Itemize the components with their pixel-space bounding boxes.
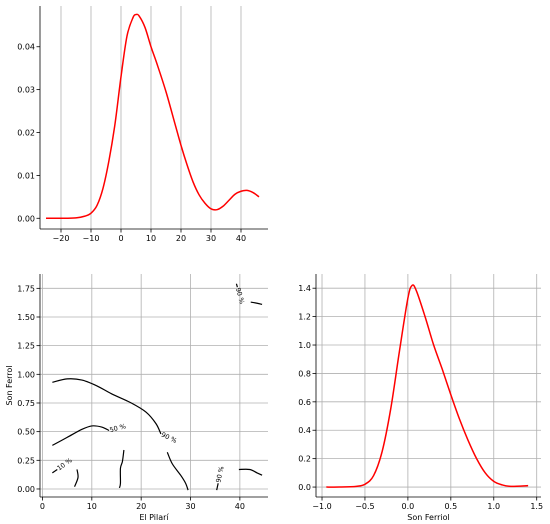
x-tick-label: −10 xyxy=(83,234,100,243)
contour-line xyxy=(52,425,110,446)
density-line xyxy=(45,13,260,220)
x-tick-label: 10 xyxy=(146,234,156,243)
x-tick-label: 40 xyxy=(235,502,245,511)
x-tick-label: 40 xyxy=(236,234,246,243)
y-tick-label: 0.00 xyxy=(17,485,35,494)
contour-label: 50 % xyxy=(109,422,127,434)
x-tick-label: 1.5 xyxy=(530,502,543,511)
panel-top-left: −20 −10 0 10 20 30 40 0.00 0.01 0.02 0.03 0.04 xyxy=(17,6,268,243)
x-tick-label: 0 xyxy=(118,234,123,243)
y-tick-label: 0.00 xyxy=(17,214,35,223)
y-tick-label: 0.02 xyxy=(17,129,35,138)
x-tick-label: 0.5 xyxy=(444,502,457,511)
contour-line xyxy=(73,469,79,487)
y-tick-label: 0.0 xyxy=(298,483,311,492)
y-tick-label: 0.25 xyxy=(17,456,35,465)
density-line xyxy=(326,284,529,488)
y-tick-label: 0.01 xyxy=(17,171,35,180)
y-tick-label: 1.2 xyxy=(298,313,311,322)
contour-line xyxy=(238,468,263,476)
x-tick-label: −0.5 xyxy=(355,502,374,511)
contour-line xyxy=(51,468,58,474)
y-tick-label: 0.4 xyxy=(298,426,311,435)
y-tick-label: 0.75 xyxy=(17,399,35,408)
y-tick-label: 1.0 xyxy=(298,341,311,350)
contour-line xyxy=(118,449,125,488)
contour-label: 90 % xyxy=(160,431,178,445)
contour-line xyxy=(216,483,219,491)
panel-bottom-left: 0 10 20 30 40 0.00 0.25 0.50 0.75 1.00 1.25 1.50 1.7… xyxy=(5,274,268,522)
y-tick-label: 0.8 xyxy=(298,369,311,378)
y-tick-label: 1.25 xyxy=(17,342,35,351)
contour-label: 90 % xyxy=(214,466,225,484)
x-tick-label: 0 xyxy=(40,502,45,511)
y-tick-label: 0.50 xyxy=(17,428,35,437)
panel-bottom-right: −1.0 −0.5 0.0 0.5 1.0 1.5 0.0 0.2 0.4 0.6 0.8 1.0 1.… xyxy=(298,274,543,522)
y-tick-label: 1.00 xyxy=(17,370,35,379)
x-tick-label: 20 xyxy=(176,234,186,243)
contour-line xyxy=(52,378,162,435)
y-tick-label: 0.03 xyxy=(17,86,35,95)
x-tick-label: −1.0 xyxy=(312,502,331,511)
y-tick-label: 0.6 xyxy=(298,398,311,407)
contour-line xyxy=(166,452,189,491)
contour-line xyxy=(250,301,263,305)
x-tick-label: 1.0 xyxy=(487,502,500,511)
x-tick-label: 10 xyxy=(87,502,97,511)
y-tick-label: 1.75 xyxy=(17,284,35,293)
contour-label: 90 % xyxy=(234,287,246,305)
x-tick-label: 20 xyxy=(136,502,146,511)
y-tick-label: 1.4 xyxy=(298,284,311,293)
contour-line xyxy=(235,283,238,288)
y-tick-label: 1.50 xyxy=(17,313,35,322)
y-tick-label: 0.2 xyxy=(298,455,311,464)
y-tick-label: 0.04 xyxy=(17,43,35,52)
x-axis-label: El Pilarí xyxy=(139,513,169,522)
contour-label: 10 % xyxy=(56,456,74,472)
x-tick-label: −20 xyxy=(53,234,70,243)
x-tick-label: 30 xyxy=(185,502,195,511)
x-tick-label: 0.0 xyxy=(402,502,415,511)
y-axis-label: Son Ferrol xyxy=(5,365,14,405)
x-tick-label: 30 xyxy=(206,234,216,243)
x-axis-label: Son Ferriol xyxy=(407,513,449,522)
